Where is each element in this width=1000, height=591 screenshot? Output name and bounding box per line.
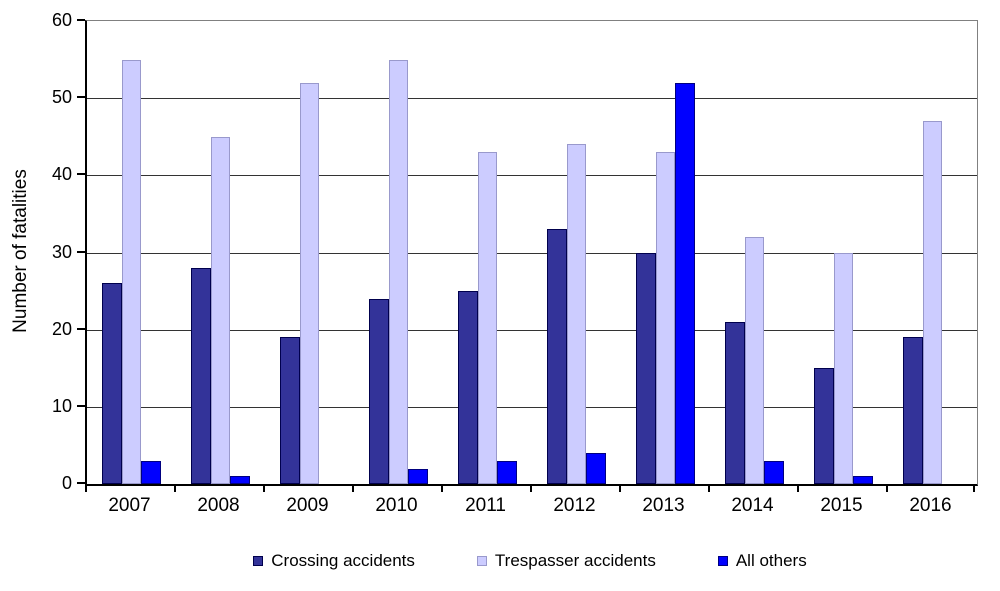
x-label-2013: 2013 bbox=[642, 495, 685, 516]
bar-2014-crossing-accidents bbox=[724, 321, 745, 484]
x-tick-mark-10 bbox=[973, 485, 975, 492]
x-tick-mark-7 bbox=[708, 485, 710, 492]
y-tick-label-60: 60 bbox=[51, 10, 72, 30]
x-tick-mark-0 bbox=[85, 485, 87, 492]
legend: Crossing accidents Trespasser accidents Al… bbox=[85, 548, 975, 574]
bar-2009-trespasser-accidents bbox=[299, 82, 320, 484]
x-label-2009: 2009 bbox=[286, 495, 329, 516]
bar-2010-all-others bbox=[408, 468, 429, 484]
x-tick-mark-1 bbox=[174, 485, 176, 492]
legend-item-all-others: All others bbox=[717, 551, 807, 571]
bar-2011-all-others bbox=[497, 460, 518, 484]
bar-2010-trespasser-accidents bbox=[388, 59, 409, 484]
bar-2015-trespasser-accidents bbox=[833, 252, 854, 484]
x-label-2011: 2011 bbox=[465, 495, 506, 516]
gridline-20 bbox=[87, 329, 977, 331]
bar-2011-crossing-accidents bbox=[457, 291, 478, 484]
bar-2011-trespasser-accidents bbox=[477, 152, 498, 484]
x-label-2015: 2015 bbox=[820, 495, 863, 516]
x-label-2008: 2008 bbox=[197, 495, 240, 516]
gridline-40 bbox=[87, 175, 977, 177]
gridline-10 bbox=[87, 406, 977, 408]
bar-2013-all-others bbox=[675, 82, 696, 484]
bar-2012-trespasser-accidents bbox=[566, 144, 587, 484]
y-tick-mark-30 bbox=[77, 250, 85, 253]
bar-2015-crossing-accidents bbox=[813, 368, 834, 484]
bar-2007-crossing-accidents bbox=[101, 283, 122, 484]
y-tick-mark-20 bbox=[77, 327, 85, 330]
bar-2016-crossing-accidents bbox=[902, 337, 923, 484]
bar-2013-crossing-accidents bbox=[635, 252, 656, 484]
legend-swatch-crossing-accidents bbox=[253, 556, 264, 566]
bar-2016-trespasser-accidents bbox=[922, 121, 943, 484]
x-tick-mark-3 bbox=[352, 485, 354, 492]
x-tick-mark-9 bbox=[886, 485, 888, 492]
x-tick-mark-8 bbox=[797, 485, 799, 492]
bar-2009-crossing-accidents bbox=[279, 337, 300, 484]
y-tick-label-40: 40 bbox=[51, 164, 72, 185]
legend-item-trespasser-accidents: Trespasser accidents bbox=[476, 551, 656, 571]
legend-label-trespasser-accidents: Trespasser accidents bbox=[494, 551, 656, 570]
bar-2007-all-others bbox=[141, 460, 162, 484]
y-tick-mark-60 bbox=[77, 19, 85, 21]
bar-2008-crossing-accidents bbox=[190, 267, 211, 484]
y-tick-label-20: 20 bbox=[51, 318, 72, 339]
bar-2014-all-others bbox=[764, 460, 785, 484]
x-tick-mark-2 bbox=[263, 485, 265, 492]
bar-2007-trespasser-accidents bbox=[121, 59, 142, 484]
y-tick-label-50: 50 bbox=[51, 87, 72, 108]
plot-area bbox=[85, 20, 978, 486]
bar-2012-all-others bbox=[586, 453, 607, 484]
bar-2013-trespasser-accidents bbox=[655, 152, 676, 484]
bar-2010-crossing-accidents bbox=[368, 298, 389, 484]
x-tick-mark-6 bbox=[619, 485, 621, 492]
gridline-50 bbox=[87, 98, 977, 100]
y-tick-label-0: 0 bbox=[61, 473, 72, 493]
gridline-30 bbox=[87, 252, 977, 254]
y-tick-label-10: 10 bbox=[51, 395, 72, 416]
bar-2008-trespasser-accidents bbox=[210, 136, 231, 484]
bar-2012-crossing-accidents bbox=[546, 229, 567, 484]
legend-swatch-trespasser-accidents bbox=[476, 556, 487, 566]
bar-2008-all-others bbox=[230, 476, 251, 484]
y-tick-mark-10 bbox=[77, 404, 85, 407]
legend-swatch-all-others bbox=[717, 556, 728, 566]
y-tick-mark-0 bbox=[77, 482, 85, 484]
legend-label-crossing-accidents: Crossing accidents bbox=[271, 551, 415, 570]
x-tick-mark-5 bbox=[530, 485, 532, 492]
x-label-2007: 2007 bbox=[108, 495, 151, 516]
y-axis-title: Number of fatalities bbox=[10, 169, 31, 333]
x-tick-mark-4 bbox=[441, 485, 443, 492]
x-label-2014: 2014 bbox=[731, 495, 774, 516]
bar-2015-all-others bbox=[853, 476, 874, 484]
x-label-2016: 2016 bbox=[909, 495, 952, 516]
legend-label-all-others: All others bbox=[735, 551, 807, 570]
y-tick-label-30: 30 bbox=[51, 241, 72, 262]
y-tick-mark-50 bbox=[77, 96, 85, 99]
y-tick-mark-40 bbox=[77, 173, 85, 176]
x-label-2012: 2012 bbox=[553, 495, 596, 516]
x-label-2010: 2010 bbox=[375, 495, 418, 516]
bar-2014-trespasser-accidents bbox=[744, 237, 765, 484]
legend-item-crossing-accidents: Crossing accidents bbox=[253, 551, 415, 571]
